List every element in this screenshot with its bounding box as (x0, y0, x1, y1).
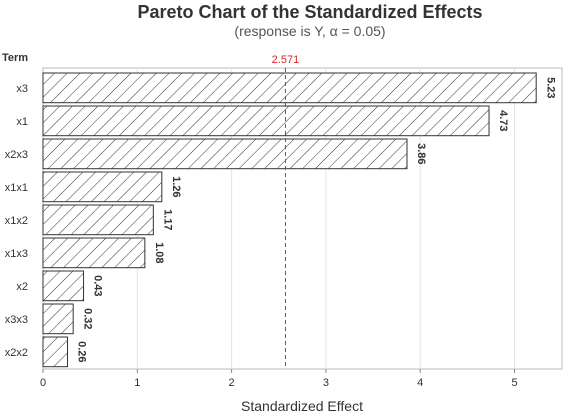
category-label-x3: x3 (16, 83, 28, 95)
category-label-x2x3: x2x3 (5, 149, 28, 161)
bar-x3x3 (42, 303, 74, 335)
category-label-x1x2: x1x2 (5, 215, 28, 227)
value-label-x1x1: 1.26 (170, 176, 182, 197)
bar-x1x1 (42, 171, 163, 203)
reference-line-group: 2.571 (272, 54, 300, 369)
category-labels: x3 x1 x2x3 x1x1 x1x2 x1x3 x2 x3x3 x2x2 (5, 83, 28, 359)
value-label-x3x3: 0.32 (81, 308, 93, 329)
category-label-x1x3: x1x3 (5, 248, 28, 260)
category-label-x1x1: x1x1 (5, 182, 28, 194)
value-label-x1x3: 1.08 (153, 242, 165, 263)
x-axis-label: Standardized Effect (241, 398, 363, 413)
category-label-x3x3: x3x3 (5, 314, 28, 326)
y-axis-header: Term (2, 52, 28, 64)
value-label-x2x2: 0.26 (76, 341, 88, 362)
bar-x1x3 (42, 237, 146, 269)
tick-label-3: 3 (323, 377, 329, 389)
value-label-x2x3: 3.86 (415, 143, 427, 164)
tick-label-5: 5 (511, 377, 517, 389)
value-label-x3: 5.23 (544, 77, 556, 98)
chart-subtitle: (response is Y, α = 0.05) (234, 23, 385, 39)
tick-label-2: 2 (229, 377, 235, 389)
value-label-x1x2: 1.17 (161, 209, 173, 230)
bar-x1x2 (42, 204, 154, 236)
value-label-x2: 0.43 (92, 275, 104, 296)
tick-label-1: 1 (134, 377, 140, 389)
tick-label-4: 4 (417, 377, 423, 389)
bar-x1 (42, 105, 490, 137)
bars-group: 5.23 4.73 3.86 1.26 1.17 1.08 0.43 0.32 0.26 (42, 72, 556, 368)
tick-label-0: 0 (40, 377, 46, 389)
category-label-x1: x1 (16, 116, 28, 128)
category-label-x2: x2 (16, 281, 28, 293)
reference-line-label: 2.571 (272, 54, 300, 66)
category-label-x2x2: x2x2 (5, 347, 28, 359)
x-tick-labels: 0 1 2 3 4 5 (40, 369, 518, 389)
bar-x2x2 (42, 336, 69, 368)
chart-title: Pareto Chart of the Standardized Effects (137, 2, 482, 22)
bar-x3 (42, 72, 537, 104)
bar-x2 (42, 270, 85, 302)
bar-x2x3 (42, 138, 408, 170)
value-label-x1: 4.73 (497, 110, 509, 131)
